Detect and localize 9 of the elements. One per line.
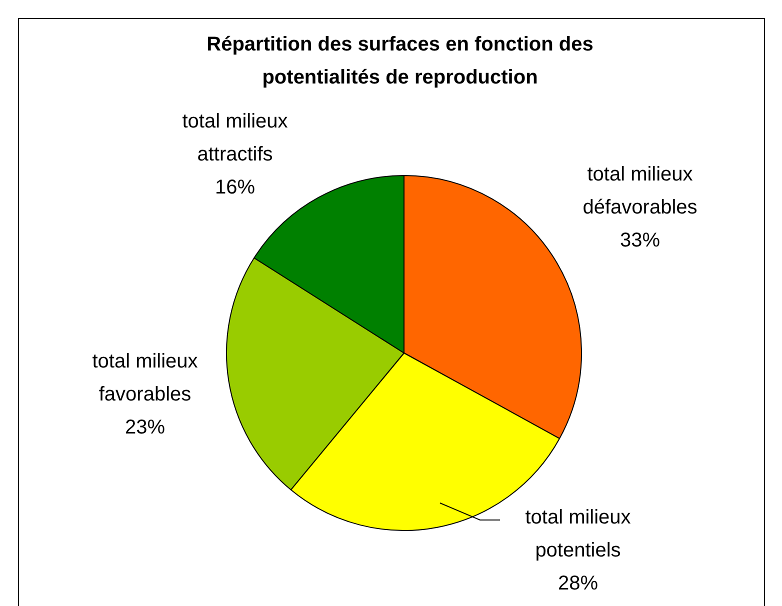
data-label: 16% — [214, 176, 256, 199]
data-label: 28% — [558, 572, 598, 595]
slice-label: total milieux défavorables — [582, 164, 698, 219]
data-label: 23% — [124, 416, 166, 439]
legend-label: total milieux potentiels — [525, 506, 631, 562]
slice-label: total milieux favorables — [92, 350, 198, 406]
chart-title: Répartition des surfaces en fonction des potentialités de reproduction — [206, 34, 594, 89]
data-label: 33% — [620, 230, 660, 252]
slice-label: total milieux attractifs — [182, 110, 288, 166]
